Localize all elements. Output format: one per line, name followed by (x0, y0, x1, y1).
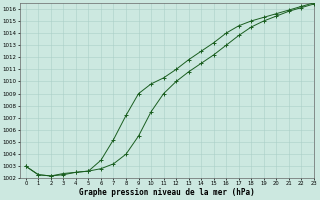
X-axis label: Graphe pression niveau de la mer (hPa): Graphe pression niveau de la mer (hPa) (79, 188, 255, 197)
